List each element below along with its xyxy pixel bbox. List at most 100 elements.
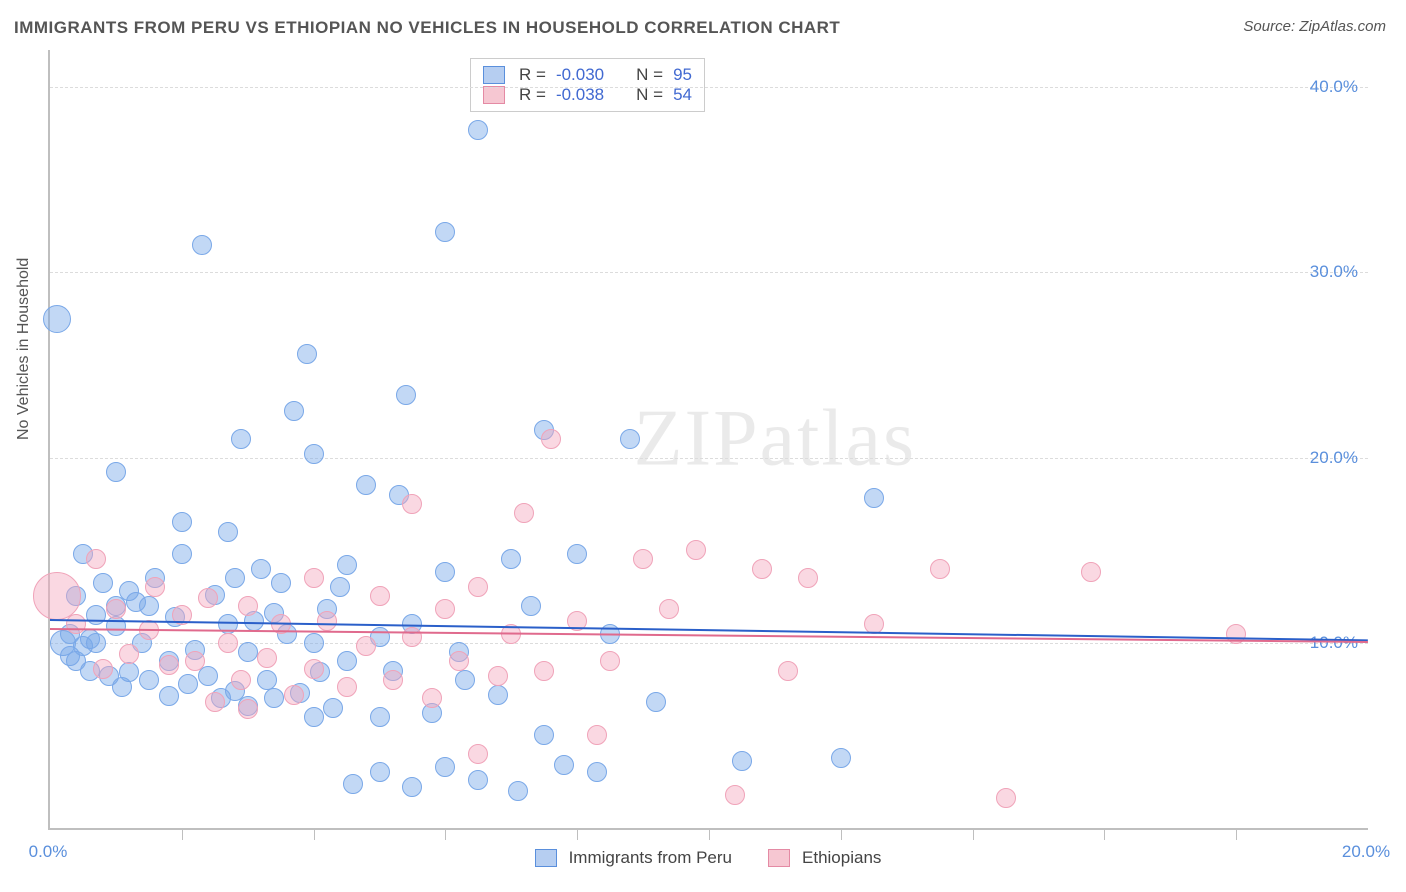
x-tick <box>709 828 710 840</box>
scatter-point-ethiopian <box>218 633 238 653</box>
scatter-point-peru <box>521 596 541 616</box>
stat-r-value: -0.030 <box>556 65 604 85</box>
scatter-point-ethiopian <box>33 572 81 620</box>
scatter-point-ethiopian <box>514 503 534 523</box>
legend-label: Ethiopians <box>802 848 881 868</box>
gridline <box>50 87 1368 88</box>
scatter-point-peru <box>225 568 245 588</box>
scatter-point-peru <box>172 544 192 564</box>
scatter-point-ethiopian <box>402 494 422 514</box>
scatter-point-peru <box>297 344 317 364</box>
scatter-point-peru <box>238 642 258 662</box>
scatter-point-peru <box>620 429 640 449</box>
stat-label: N = <box>636 65 663 85</box>
legend-item: Ethiopians <box>768 848 881 868</box>
scatter-point-peru <box>343 774 363 794</box>
scatter-point-ethiopian <box>996 788 1016 808</box>
scatter-point-ethiopian <box>317 611 337 631</box>
scatter-point-ethiopian <box>449 651 469 671</box>
scatter-point-ethiopian <box>659 599 679 619</box>
gridline <box>50 458 1368 459</box>
x-tick <box>577 828 578 840</box>
scatter-point-ethiopian <box>686 540 706 560</box>
scatter-point-ethiopian <box>257 648 277 668</box>
scatter-point-peru <box>337 651 357 671</box>
scatter-point-peru <box>264 688 284 708</box>
scatter-point-peru <box>304 707 324 727</box>
plot-area: ZIPatlas R =-0.030N =95R =-0.038N =54 10… <box>48 50 1368 830</box>
scatter-point-peru <box>139 670 159 690</box>
legend-label: Immigrants from Peru <box>569 848 732 868</box>
x-tick <box>973 828 974 840</box>
scatter-point-ethiopian <box>778 661 798 681</box>
scatter-point-ethiopian <box>752 559 772 579</box>
scatter-point-ethiopian <box>159 655 179 675</box>
scatter-point-ethiopian <box>93 659 113 679</box>
scatter-point-ethiopian <box>587 725 607 745</box>
scatter-point-ethiopian <box>633 549 653 569</box>
scatter-point-ethiopian <box>119 644 139 664</box>
legend-item: Immigrants from Peru <box>535 848 732 868</box>
scatter-point-ethiopian <box>534 661 554 681</box>
scatter-point-peru <box>139 596 159 616</box>
scatter-point-peru <box>831 748 851 768</box>
y-tick-label: 30.0% <box>1310 262 1358 282</box>
legend-swatch <box>535 849 557 867</box>
stats-legend-row: R =-0.030N =95 <box>483 65 692 85</box>
scatter-point-ethiopian <box>238 596 258 616</box>
watermark-text: ZIPatlas <box>634 394 917 485</box>
legend-swatch <box>483 66 505 84</box>
x-tick <box>314 828 315 840</box>
scatter-point-ethiopian <box>468 744 488 764</box>
y-tick-label: 20.0% <box>1310 448 1358 468</box>
scatter-point-ethiopian <box>304 659 324 679</box>
x-tick <box>1104 828 1105 840</box>
scatter-point-peru <box>435 757 455 777</box>
gridline <box>50 272 1368 273</box>
source-label: Source: <box>1243 18 1295 35</box>
scatter-point-peru <box>435 562 455 582</box>
scatter-point-peru <box>192 235 212 255</box>
scatter-point-ethiopian <box>370 586 390 606</box>
scatter-point-ethiopian <box>304 568 324 588</box>
scatter-point-peru <box>587 762 607 782</box>
scatter-point-peru <box>86 633 106 653</box>
scatter-point-peru <box>86 605 106 625</box>
source-attribution: Source: ZipAtlas.com <box>1243 18 1386 35</box>
scatter-point-ethiopian <box>435 599 455 619</box>
scatter-point-peru <box>257 670 277 690</box>
scatter-point-peru <box>468 120 488 140</box>
scatter-point-ethiopian <box>284 685 304 705</box>
y-tick-label: 40.0% <box>1310 77 1358 97</box>
scatter-point-ethiopian <box>488 666 508 686</box>
scatter-point-peru <box>732 751 752 771</box>
series-legend: Immigrants from Peru Ethiopians <box>48 848 1368 868</box>
scatter-point-ethiopian <box>185 651 205 671</box>
scatter-point-peru <box>304 444 324 464</box>
scatter-point-peru <box>337 555 357 575</box>
scatter-point-peru <box>43 305 71 333</box>
scatter-point-ethiopian <box>356 636 376 656</box>
y-axis-title: No Vehicles in Household <box>15 258 33 440</box>
scatter-point-ethiopian <box>1081 562 1101 582</box>
scatter-point-ethiopian <box>145 577 165 597</box>
scatter-point-ethiopian <box>930 559 950 579</box>
legend-swatch <box>483 86 505 104</box>
scatter-point-ethiopian <box>198 588 218 608</box>
scatter-point-peru <box>435 222 455 242</box>
source-link[interactable]: ZipAtlas.com <box>1299 18 1386 35</box>
scatter-point-peru <box>304 633 324 653</box>
scatter-point-ethiopian <box>798 568 818 588</box>
scatter-point-peru <box>508 781 528 801</box>
x-tick <box>182 828 183 840</box>
scatter-point-ethiopian <box>86 549 106 569</box>
scatter-point-ethiopian <box>383 670 403 690</box>
scatter-point-ethiopian <box>231 670 251 690</box>
scatter-point-peru <box>488 685 508 705</box>
scatter-point-peru <box>455 670 475 690</box>
scatter-point-peru <box>119 662 139 682</box>
scatter-point-peru <box>554 755 574 775</box>
scatter-point-peru <box>106 462 126 482</box>
correlation-stats-legend: R =-0.030N =95R =-0.038N =54 <box>470 58 705 112</box>
scatter-point-peru <box>396 385 416 405</box>
